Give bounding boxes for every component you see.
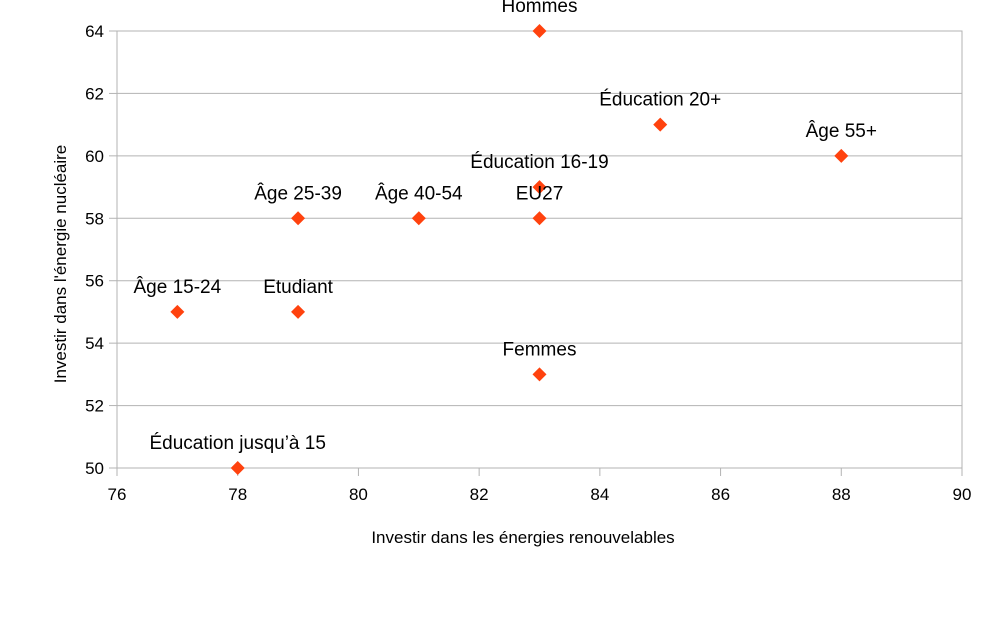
data-label: Femmes xyxy=(503,339,577,360)
y-tick-label: 58 xyxy=(85,209,104,228)
x-tick-label: 88 xyxy=(832,485,851,504)
data-label: Âge 25-39 xyxy=(254,182,342,204)
x-axis-label: Investir dans les énergies renouvelables xyxy=(371,528,674,547)
y-axis-label: Investir dans l'énergie nucléaire xyxy=(51,145,70,384)
y-tick-label: 54 xyxy=(85,334,104,353)
data-point xyxy=(291,304,306,319)
y-tick-label: 52 xyxy=(85,397,104,416)
x-tick-label: 76 xyxy=(108,485,127,504)
y-tick-label: 56 xyxy=(85,272,104,291)
data-label: Âge 40-54 xyxy=(375,182,463,204)
x-tick-label: 84 xyxy=(590,485,609,504)
data-label: Éducation 20+ xyxy=(599,90,721,111)
data-point xyxy=(532,180,547,195)
data-point xyxy=(291,211,306,226)
x-axis-ticks: 76 78 80 82 84 86 88 90 xyxy=(108,468,972,504)
data-points xyxy=(170,24,849,475)
x-tick-label: 78 xyxy=(228,485,247,504)
point-labels: Hommes Éducation 20+ Âge 55+ Éducation 16-1… xyxy=(134,0,877,454)
x-tick-label: 82 xyxy=(470,485,489,504)
data-label: EU27 xyxy=(516,183,564,204)
y-axis-ticks: 50 52 54 56 58 60 62 64 xyxy=(85,22,117,478)
y-tick-label: 60 xyxy=(85,147,104,166)
y-tick-label: 62 xyxy=(85,84,104,103)
data-point xyxy=(532,24,547,38)
data-label: Hommes xyxy=(501,0,577,17)
data-point xyxy=(653,117,668,132)
y-tick-label: 50 xyxy=(85,459,104,478)
data-point xyxy=(170,304,185,319)
data-point xyxy=(411,211,426,226)
data-point xyxy=(230,461,245,475)
x-tick-label: 80 xyxy=(349,485,368,504)
data-label: Etudiant xyxy=(263,277,333,298)
y-tick-label: 64 xyxy=(85,22,104,41)
data-point xyxy=(834,148,849,163)
data-label: Âge 55+ xyxy=(806,120,877,142)
data-point xyxy=(532,211,547,226)
data-label: Éducation 16-19 xyxy=(470,152,608,173)
data-label: Âge 15-24 xyxy=(134,276,222,298)
data-label: Éducation jusqu’à 15 xyxy=(150,433,326,454)
x-tick-label: 90 xyxy=(953,485,972,504)
data-point xyxy=(532,367,547,382)
x-tick-label: 86 xyxy=(711,485,730,504)
